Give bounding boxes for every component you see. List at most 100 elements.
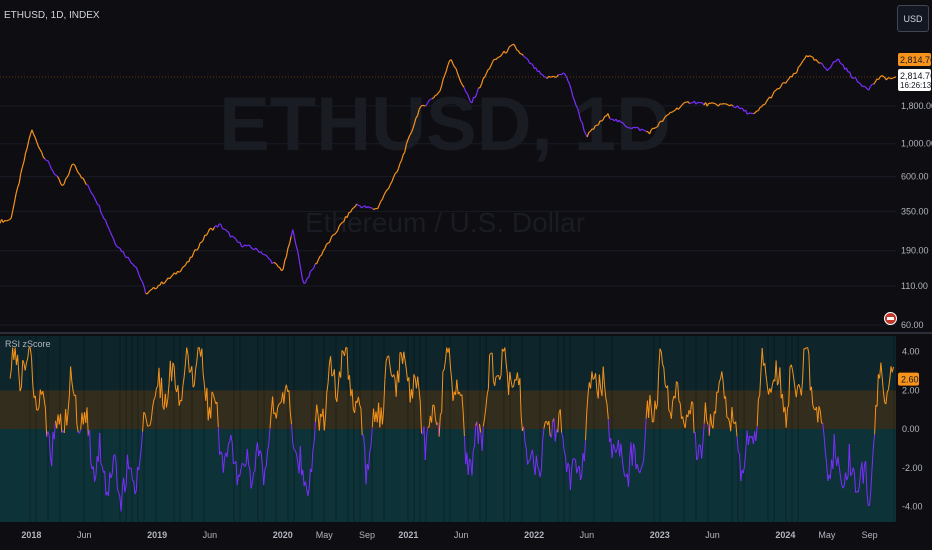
- osc-segment: [792, 369, 795, 379]
- osc-segment: [768, 388, 771, 395]
- price-segment: [28, 134, 31, 141]
- currency-button[interactable]: USD: [897, 5, 929, 32]
- price-segment: [401, 154, 404, 161]
- osc-segment: [706, 420, 709, 425]
- price-segment: [327, 241, 330, 244]
- price-segment: [466, 93, 470, 98]
- price-segment: [182, 265, 185, 269]
- osc-segment: [71, 381, 74, 392]
- osc-segment: [89, 430, 92, 463]
- price-segment: [140, 278, 143, 283]
- osc-segment: [811, 386, 814, 405]
- price-segment: [217, 223, 220, 228]
- price-segment: [780, 83, 783, 87]
- price-segment: [305, 278, 308, 283]
- osc-segment: [832, 434, 835, 470]
- osc-segment: [277, 404, 280, 408]
- osc-segment: [848, 444, 852, 476]
- osc-segment: [349, 375, 352, 397]
- osc-segment: [292, 442, 295, 450]
- flag-icon[interactable]: [884, 312, 897, 325]
- price-segment: [630, 127, 633, 130]
- osc-segment: [240, 463, 243, 469]
- osc-segment: [357, 396, 361, 405]
- price-segment: [362, 205, 366, 208]
- osc-segment: [622, 469, 626, 477]
- price-segment: [132, 263, 135, 267]
- osc-segment: [551, 421, 554, 438]
- price-segment: [550, 76, 553, 78]
- price-segment: [141, 281, 145, 287]
- osc-segment: [272, 396, 275, 415]
- price-segment: [681, 103, 684, 106]
- time-tick-label: Sep: [359, 530, 375, 540]
- price-segment: [775, 88, 779, 91]
- price-segment: [535, 67, 539, 72]
- price-segment: [257, 249, 260, 253]
- osc-segment: [110, 473, 113, 479]
- price-segment: [100, 211, 103, 216]
- osc-segment: [275, 407, 279, 419]
- symbol-label[interactable]: ETHUSD, 1D, INDEX: [4, 10, 100, 21]
- osc-segment: [759, 370, 762, 396]
- osc-segment: [807, 347, 810, 355]
- price-segment: [569, 84, 572, 90]
- osc-segment: [587, 382, 590, 394]
- osc-segment: [220, 451, 223, 455]
- osc-segment: [670, 401, 674, 419]
- osc-segment: [471, 451, 474, 476]
- osc-segment: [143, 411, 146, 415]
- osc-segment: [795, 386, 799, 398]
- time-axis[interactable]: 2018 Jun 2019 Jun 2020 May Sep 2021 Jun 2022 Jun 20…: [21, 530, 877, 540]
- osc-segment: [881, 376, 884, 392]
- osc-segment: [172, 362, 175, 366]
- osc-segment: [571, 458, 574, 469]
- price-segment: [177, 270, 180, 273]
- osc-segment: [452, 391, 455, 401]
- osc-segment: [153, 396, 156, 401]
- price-segment: [153, 286, 156, 290]
- osc-segment: [692, 402, 695, 434]
- price-segment: [194, 248, 198, 251]
- osc-segment: [419, 401, 422, 434]
- osc-segment: [222, 457, 226, 473]
- price-segment: [369, 206, 372, 209]
- price-segment: [514, 46, 518, 51]
- price-segment: [62, 183, 65, 187]
- osc-tick-label: 2.00: [902, 385, 920, 395]
- price-segment: [386, 187, 390, 191]
- countdown-label: 16:26:13: [900, 81, 932, 90]
- last-price-tag-label: 2,814.76: [900, 55, 932, 65]
- price-segment: [785, 80, 788, 84]
- osc-segment: [79, 429, 82, 434]
- time-tick-label: Jun: [580, 530, 595, 540]
- osc-segment: [463, 436, 467, 465]
- oscillator-title[interactable]: RSI zScore: [5, 339, 51, 349]
- price-segment: [826, 68, 830, 72]
- price-segment: [484, 73, 487, 78]
- price-tick-label: 600.00: [901, 172, 929, 182]
- osc-segment: [116, 488, 120, 493]
- osc-negative-fill: [0, 429, 896, 522]
- price-segment: [41, 152, 44, 158]
- oscillator-axis[interactable]: 4.00 2.00 0.00 -2.00 -4.00 2.60: [898, 347, 923, 512]
- price-segment: [269, 259, 273, 264]
- price-segment: [122, 251, 126, 256]
- osc-segment: [804, 347, 807, 350]
- price-segment: [759, 106, 762, 108]
- osc-segment: [481, 426, 484, 451]
- price-segment: [397, 163, 401, 169]
- osc-segment: [260, 453, 263, 467]
- price-segment: [109, 231, 113, 236]
- osc-segment: [75, 395, 78, 425]
- price-tick-label: 60.00: [901, 320, 924, 330]
- osc-segment: [580, 474, 583, 481]
- price-segment: [505, 51, 508, 54]
- watermark-ticker: ETHUSD, 1D: [219, 82, 671, 167]
- price-segment: [57, 176, 60, 180]
- price-segment: [583, 130, 587, 135]
- osc-segment: [158, 367, 161, 399]
- price-segment: [36, 141, 39, 147]
- price-axis[interactable]: 60.00 110.00 190.00 350.00 600.00 1,000.00 1,8…: [898, 53, 932, 330]
